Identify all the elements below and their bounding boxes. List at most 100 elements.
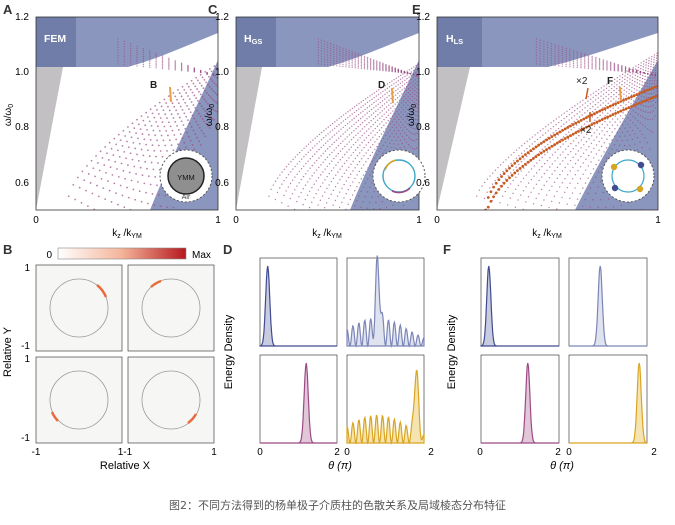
band-point [543,172,546,175]
band-point [546,54,549,56]
band-point [139,166,142,169]
band-point [584,62,586,65]
band-point [543,162,546,165]
band-point [573,126,575,129]
band-point [298,160,301,163]
band-point [309,190,311,192]
band-point [608,134,611,137]
highlighted-band-point [510,164,514,168]
band-point [360,56,363,58]
band-point [650,58,653,60]
band-point [502,170,504,173]
highlighted-band-point [653,95,657,99]
band-point [346,122,349,125]
band-point [583,136,585,138]
band-point [157,113,160,115]
band-point [415,99,418,101]
band-point [388,86,391,88]
xtick: 0 [477,447,483,458]
band-point [515,166,517,168]
band-point [546,151,549,153]
energy-density-curve [569,265,647,347]
band-point [171,129,174,132]
band-point [414,123,417,125]
band-point [363,62,366,64]
band-point [369,61,372,63]
band-point [543,43,545,45]
band-point [543,61,545,63]
band-point [408,72,411,75]
band-point [113,137,116,140]
band-point [154,105,157,107]
band-point [213,100,216,102]
band-point [652,99,655,102]
band-point [572,51,575,54]
band-point [311,201,313,204]
band-point [366,59,369,61]
band-point [645,67,647,69]
band-point [645,92,648,95]
band-point [572,66,575,68]
band-point [344,131,346,133]
band-point [330,170,333,172]
band-point [279,187,281,189]
band-point [340,128,342,130]
band-point [89,182,92,184]
band-point [504,190,506,193]
band-point [374,127,376,130]
band-point [595,60,597,63]
energy-subplot-frame [259,257,338,347]
band-point [640,109,642,111]
band-point [638,90,640,92]
band-point [350,154,352,157]
band-point [359,144,361,146]
band-point [415,147,418,149]
band-point [151,193,154,195]
y-axis-label: ω/ω0 [406,104,418,126]
band-point [641,87,643,90]
highlighted-band-point [590,113,594,117]
band-point [168,58,170,61]
band-point [123,206,126,209]
band-point [363,65,366,67]
band-point [180,95,183,98]
band-point [597,171,600,173]
band-point [343,183,345,186]
band-point [577,182,579,184]
band-point [311,175,313,177]
band-point [626,83,628,86]
band-point [351,194,354,196]
band-point [412,122,415,125]
band-point [576,66,578,69]
band-point [346,129,349,131]
band-point [390,102,392,104]
band-point [190,126,193,128]
band-point [319,199,322,202]
band-point [379,207,381,210]
band-point [123,48,125,50]
highlighted-band-point [640,90,644,94]
band-point [117,43,119,46]
band-point [298,182,300,184]
band-point [174,62,176,64]
band-point [591,57,593,59]
band-point [404,132,406,134]
band-point [351,113,353,115]
band-point [591,66,593,69]
band-point [548,206,550,209]
band-point [543,63,545,66]
band-point [596,129,598,131]
band-point [276,191,279,194]
band-point [339,63,341,65]
band-point [302,175,305,178]
panel-letter: F [443,242,451,257]
band-point [609,121,611,123]
band-point [371,93,373,96]
band-point [345,62,347,64]
band-point [410,121,413,123]
band-point [332,204,334,206]
band-point [617,98,620,100]
energy-subplot-frame [480,354,560,444]
band-point [570,150,572,153]
band-point [369,163,371,166]
